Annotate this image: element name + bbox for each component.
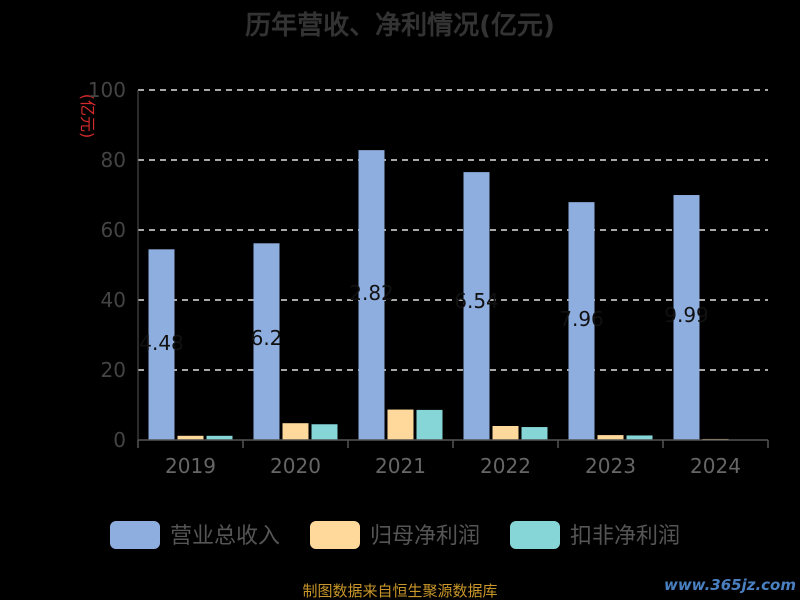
bar-series-2-2022 <box>521 427 548 440</box>
legend-label-0: 营业总收入 <box>170 524 280 549</box>
legend-swatch-0 <box>110 521 160 549</box>
bar-series-0-2019 <box>148 249 175 440</box>
data-label: 6.2 <box>251 326 283 350</box>
x-tick-label: 2021 <box>375 454 426 478</box>
x-tick-label: 2023 <box>585 454 636 478</box>
y-tick-label: 20 <box>101 358 126 382</box>
x-tick-label: 2024 <box>690 454 741 478</box>
y-axis-ticks: 0 20 40 60 80 100 <box>88 78 126 452</box>
bar-series-0-2022 <box>463 172 490 441</box>
x-tick-label: 2019 <box>165 454 216 478</box>
bar-series-2-2019 <box>206 435 233 440</box>
data-label: 4.48 <box>139 331 184 355</box>
x-axis: 2019 2020 2021 2022 2023 2024 <box>137 90 769 478</box>
legend-label-2: 扣非净利润 <box>570 524 680 549</box>
grid-lines <box>138 89 768 371</box>
y-tick-label: 60 <box>101 218 126 242</box>
bar-series-1-2020 <box>282 423 309 440</box>
chart-title: 历年营收、净利情况(亿元) <box>245 10 555 41</box>
data-source-note: 制图数据来自恒生聚源数据库 <box>302 582 497 600</box>
y-tick-label: 80 <box>101 148 126 172</box>
bar-series-1-2022 <box>492 426 519 440</box>
data-label: 6.54 <box>454 289 499 313</box>
bar-series-2-2021 <box>416 409 443 440</box>
legend-label-1: 归母净利润 <box>370 524 480 549</box>
y-tick-label: 40 <box>101 288 126 312</box>
legend: 营业总收入 归母净利润 扣非净利润 <box>110 521 680 549</box>
y-tick-label: 0 <box>113 428 126 452</box>
bar-series-2-2020 <box>311 424 338 440</box>
data-label: 7.96 <box>559 307 604 331</box>
x-tick-label: 2020 <box>270 454 321 478</box>
bar-series-1-2021 <box>387 409 414 440</box>
bar-series-0-2024 <box>673 195 700 440</box>
data-labels: 4.48 6.2 2.82 6.54 7.96 9.99 <box>139 281 709 355</box>
bar-series-0-2021 <box>358 150 385 440</box>
bars <box>148 150 758 441</box>
y-tick-label: 100 <box>88 78 126 102</box>
bar-series-2-2023 <box>626 435 653 440</box>
bar-series-1-2019 <box>177 435 204 440</box>
y-axis-unit-label: (亿元) <box>78 94 97 139</box>
bar-series-0-2023 <box>568 202 595 440</box>
bar-series-1-2023 <box>597 435 624 440</box>
data-label: 2.82 <box>349 281 394 305</box>
x-tick-label: 2022 <box>480 454 531 478</box>
watermark: www.365jz.com <box>664 576 796 594</box>
legend-swatch-2 <box>510 521 560 549</box>
bar-series-0-2020 <box>253 243 280 440</box>
legend-swatch-1 <box>310 521 360 549</box>
data-label: 9.99 <box>664 303 709 327</box>
